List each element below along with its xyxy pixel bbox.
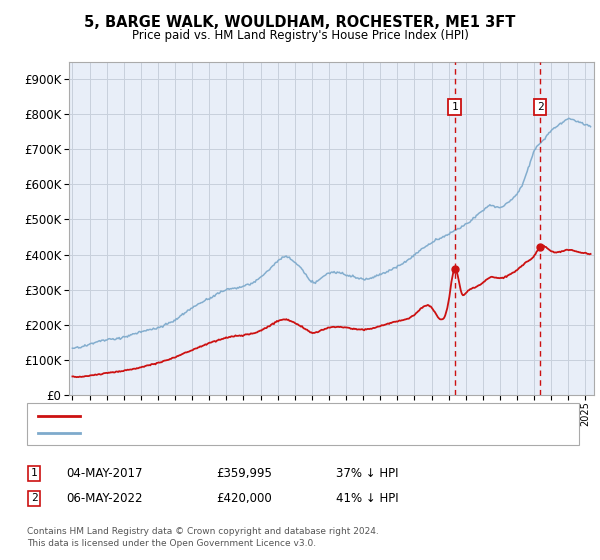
Text: 1: 1 <box>31 468 38 478</box>
Text: 04-MAY-2017: 04-MAY-2017 <box>66 466 143 480</box>
Text: Contains HM Land Registry data © Crown copyright and database right 2024.
This d: Contains HM Land Registry data © Crown c… <box>27 527 379 548</box>
Text: HPI: Average price, detached house, Tonbridge and Malling: HPI: Average price, detached house, Tonb… <box>86 428 394 438</box>
Text: 5, BARGE WALK, WOULDHAM, ROCHESTER, ME1 3FT (detached house): 5, BARGE WALK, WOULDHAM, ROCHESTER, ME1 … <box>86 411 453 421</box>
Text: 2: 2 <box>537 102 544 112</box>
Text: 1: 1 <box>451 102 458 112</box>
Text: 37% ↓ HPI: 37% ↓ HPI <box>336 466 398 480</box>
Text: 41% ↓ HPI: 41% ↓ HPI <box>336 492 398 505</box>
Text: £359,995: £359,995 <box>216 466 272 480</box>
Text: Price paid vs. HM Land Registry's House Price Index (HPI): Price paid vs. HM Land Registry's House … <box>131 29 469 42</box>
Text: 06-MAY-2022: 06-MAY-2022 <box>66 492 143 505</box>
Text: 5, BARGE WALK, WOULDHAM, ROCHESTER, ME1 3FT: 5, BARGE WALK, WOULDHAM, ROCHESTER, ME1 … <box>85 15 515 30</box>
Text: £420,000: £420,000 <box>216 492 272 505</box>
Text: 2: 2 <box>31 493 38 503</box>
